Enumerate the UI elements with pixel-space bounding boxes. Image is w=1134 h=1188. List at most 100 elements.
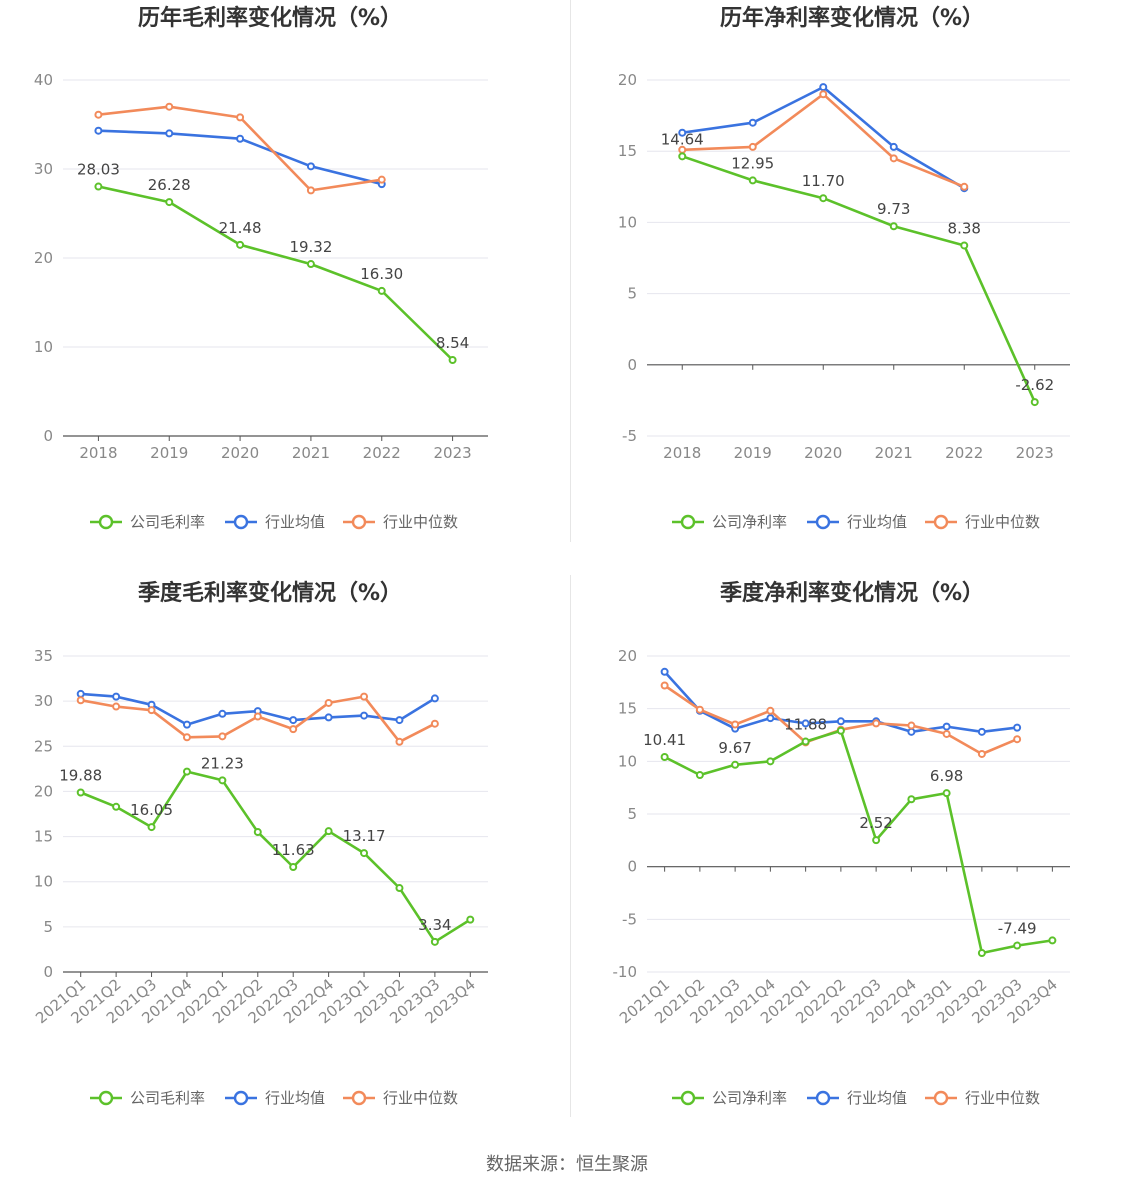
x-tick-label: 2019 [150,444,188,462]
data-label: 3.34 [418,916,451,934]
chart-svg-annual-gross-margin: 历年毛利率变化情况（%） 0 10 20 30 40 2018 2019 2020 2021 202… [34,5,488,531]
y-tick-label: 5 [43,918,53,936]
data-point [253,712,262,721]
legend-marker [233,1090,249,1106]
y-tick-label: 30 [34,160,53,178]
legend-label: 公司毛利率 [130,513,205,531]
chart-title: 历年毛利率变化情况（%） [138,5,402,31]
data-point [218,732,227,741]
data-point [977,949,986,958]
data-point [324,827,333,836]
legend-label: 公司净利率 [712,1089,787,1107]
y-tick-label: 20 [34,249,53,267]
y-tick-label: 20 [34,782,53,800]
y-tick-label: 0 [627,356,637,374]
data-point [1048,936,1057,945]
legend-marker [351,1090,367,1106]
x-tick-label: 2021 [292,444,330,462]
data-point [306,260,315,269]
y-tick-label: 35 [34,647,53,665]
y-tick-label: 5 [627,805,637,823]
chart-quarterly-net-margin: 季度净利率变化情况（%） -10 -5 0 5 10 15 20 2021Q1 2021Q2 202… [580,575,1134,1120]
chart-quarterly-gross-margin: 季度毛利率变化情况（%） 0 5 10 15 20 25 30 35 2021Q1 2021Q2 20… [0,575,567,1120]
data-label: 6.98 [930,767,963,785]
data-label: 19.88 [59,767,102,785]
y-tick-label: 0 [43,963,53,981]
y-tick-label: 25 [34,737,53,755]
data-point [377,175,386,184]
data-label: 19.32 [289,238,332,256]
data-point [182,733,191,742]
data-point [112,702,121,711]
legend-marker [933,1090,949,1106]
data-point [430,937,439,946]
data-point [977,749,986,758]
y-tick-label: 30 [34,692,53,710]
chart-svg-quarterly-gross-margin: 季度毛利率变化情况（%）051015202530352021Q12021Q220… [32,580,488,1107]
chart-annual-net-margin: 历年净利率变化情况（%） -5 0 5 10 15 20 2018 2019 2020 2021 20… [580,0,1134,545]
data-point [395,716,404,725]
x-tick-label: 2023 [433,444,471,462]
data-point [942,729,951,738]
data-label: 12.95 [731,154,774,172]
data-point [1030,398,1039,407]
data-label: 11.88 [784,716,827,734]
y-tick-label: 20 [618,647,637,665]
y-tick-label: 10 [618,213,637,231]
data-point [695,705,704,714]
data-point [907,721,916,730]
data-point [165,198,174,207]
data-point [872,836,881,845]
chart-title: 历年净利率变化情况（%） [720,5,984,31]
y-tick-label: 10 [34,338,53,356]
data-label: 16.05 [130,801,173,819]
chart-svg-quarterly-net-margin: 季度净利率变化情况（%）-10-5051015202021Q12021Q2202… [613,580,1070,1107]
y-tick-label: -5 [622,910,637,928]
x-tick-label: 2023 [1016,444,1054,462]
data-point [766,714,775,723]
data-point [1013,735,1022,744]
data-point [112,692,121,701]
series-line [664,729,1053,955]
data-point [660,753,669,762]
chart-title: 季度毛利率变化情况（%） [138,580,402,606]
data-point [678,128,687,137]
data-point [236,240,245,249]
x-tick-label: 2018 [79,444,117,462]
data-point [165,129,174,138]
data-point [889,222,898,231]
data-source-note: 数据来源：恒生聚源 [486,1154,648,1175]
data-point [430,719,439,728]
legend-label: 行业中位数 [383,1089,458,1107]
data-point [977,727,986,736]
y-tick-label: 0 [43,427,53,445]
data-point [236,134,245,143]
data-point [660,667,669,676]
data-label: 8.54 [436,334,469,352]
data-label: 16.30 [360,265,403,283]
data-point [819,90,828,99]
legend-marker [233,514,249,530]
data-point [731,720,740,729]
data-point [678,152,687,161]
data-point [942,722,951,731]
data-point [395,884,404,893]
data-label: 14.64 [661,130,704,148]
data-label: 28.03 [77,161,120,179]
y-tick-label: 15 [618,700,637,718]
data-point [819,83,828,92]
data-label: 26.28 [148,176,191,194]
data-point [360,692,369,701]
data-label: 21.48 [219,219,262,237]
data-point [819,194,828,203]
legend-label: 行业均值 [265,1089,325,1107]
data-point [466,915,475,924]
data-point [1013,723,1022,732]
legend-marker [98,1090,114,1106]
data-label: 8.38 [948,219,981,237]
data-point [289,862,298,871]
data-point [766,757,775,766]
data-point [1013,941,1022,950]
x-tick-label: 2018 [663,444,701,462]
x-tick-label: 2019 [734,444,772,462]
